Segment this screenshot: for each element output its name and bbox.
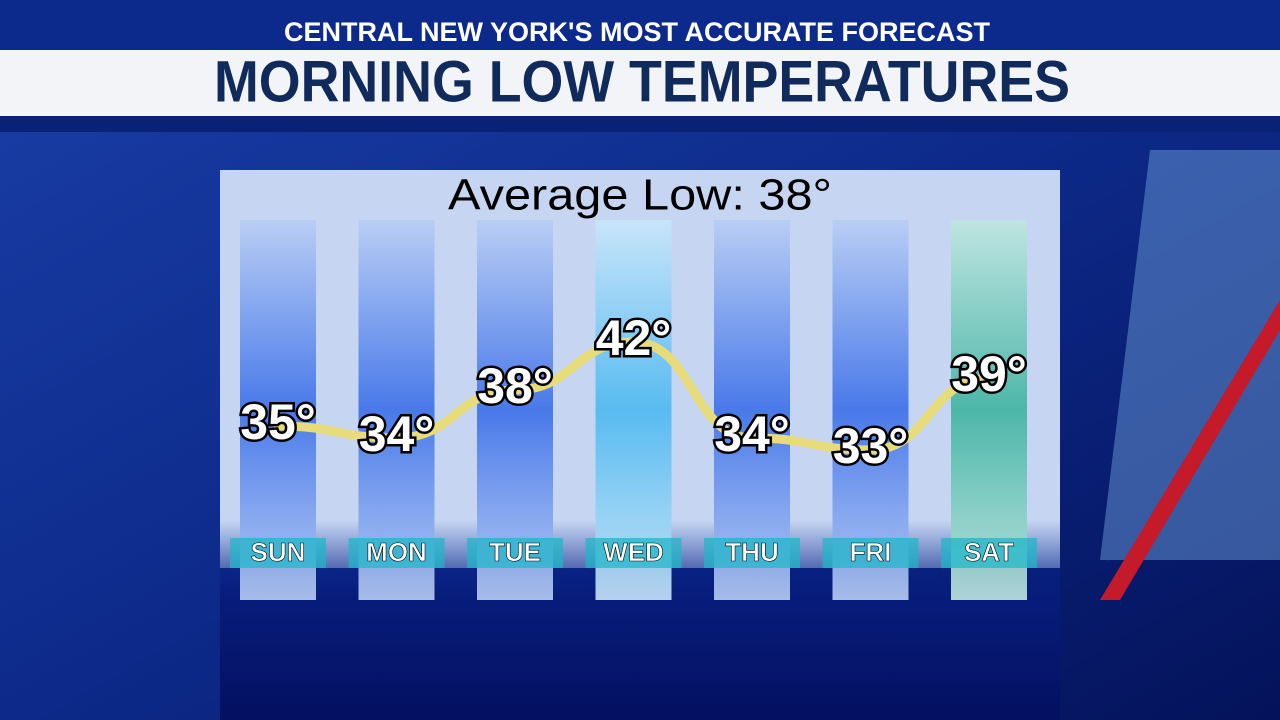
- value-label: 33°: [833, 418, 909, 474]
- value-label: 35°: [240, 394, 316, 450]
- x-tick-label: SAT: [964, 537, 1014, 567]
- x-tick-label: WED: [603, 537, 664, 567]
- x-tick-label: SUN: [251, 537, 306, 567]
- day-column: [477, 220, 553, 600]
- day-label-bg: [467, 538, 563, 568]
- day-label-bg: [348, 538, 445, 568]
- point: [511, 386, 519, 394]
- header-strip: [0, 0, 1280, 50]
- day-column: [358, 220, 435, 600]
- title-band: [0, 50, 1280, 116]
- sky-accent: [1100, 150, 1280, 560]
- day-column: [714, 220, 790, 600]
- value-label: 34°: [359, 406, 435, 462]
- x-tick-label: FRI: [850, 537, 892, 567]
- point: [985, 374, 993, 382]
- day-column: [240, 220, 316, 600]
- x-tick-label: TUE: [489, 537, 541, 567]
- x-tick-label: THU: [725, 537, 778, 567]
- title-shadow: [0, 116, 1280, 132]
- day-label-bg: [822, 538, 919, 568]
- value-label: 42°: [596, 310, 672, 366]
- day-column: [595, 220, 672, 600]
- header-text: CENTRAL NEW YORK'S MOST ACCURATE FORECAS…: [284, 17, 990, 47]
- point: [629, 338, 638, 346]
- day-label-bg: [585, 538, 682, 568]
- red-stripe: [1100, 300, 1280, 600]
- point: [748, 434, 756, 442]
- day-column: [832, 220, 909, 600]
- value-label: 38°: [477, 358, 553, 414]
- point: [392, 434, 401, 442]
- title: MORNING LOW TEMPERATURES: [214, 49, 1070, 114]
- day-label-bg: [941, 538, 1037, 568]
- day-label-bg: [704, 538, 800, 568]
- subtitle: Average Low: 38°: [448, 171, 832, 220]
- x-tick-label: MON: [366, 537, 427, 567]
- point: [274, 422, 282, 430]
- value-label: 34°: [714, 406, 790, 462]
- point: [866, 446, 875, 454]
- day-column: [951, 220, 1027, 600]
- day-label-bg: [230, 538, 326, 568]
- value-label: 39°: [951, 346, 1027, 402]
